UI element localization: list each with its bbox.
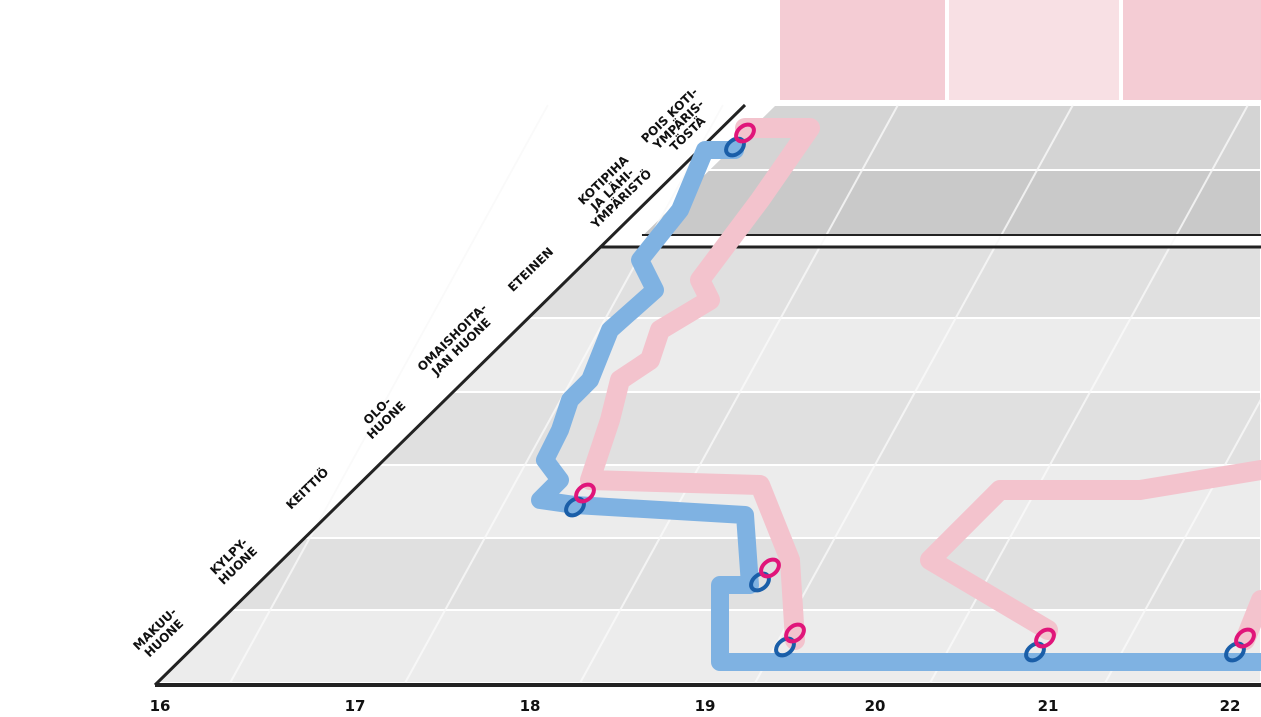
room-label-line: ETEINEN [505, 245, 556, 295]
lane [152, 609, 1261, 684]
hour-label: 22 [1220, 697, 1241, 715]
hour-label: 21 [1038, 697, 1059, 715]
hour-label: 16 [150, 697, 171, 715]
link-pink [784, 622, 806, 644]
room-label-line: KEITTIÖ [283, 464, 332, 512]
stripe [1104, 397, 1261, 684]
room-label: KYLPY-HUONE [207, 535, 260, 588]
edge [153, 103, 747, 687]
pink-path [580, 118, 1261, 650]
header-block [780, 0, 945, 100]
header-block [949, 0, 1119, 100]
link-pink [734, 122, 756, 144]
room-label: ETEINEN [505, 245, 556, 295]
hour-label: 18 [520, 697, 541, 715]
room-label: KOTIPIHAJA LÄHI-YMPÄRISTÖ [570, 148, 655, 232]
stripe [579, 104, 899, 684]
room-label: MAKUU-HUONE [130, 605, 188, 662]
lane [449, 317, 1261, 393]
header-block [1123, 0, 1261, 100]
link-pink [1034, 627, 1056, 649]
paths [531, 118, 1261, 671]
hour-label: 20 [865, 697, 886, 715]
hour-label: 19 [695, 697, 716, 715]
lane [374, 391, 1261, 466]
stripe [229, 104, 549, 684]
link-pink [759, 557, 781, 579]
link-pink [1234, 627, 1256, 649]
link-pink [574, 482, 596, 504]
hour-label: 17 [345, 697, 366, 715]
room-label: KEITTIÖ [283, 464, 332, 512]
floor [152, 103, 1261, 687]
stripe [754, 104, 1074, 684]
room-label: OLO-HUONE [355, 389, 408, 442]
blue-path [531, 141, 1261, 671]
